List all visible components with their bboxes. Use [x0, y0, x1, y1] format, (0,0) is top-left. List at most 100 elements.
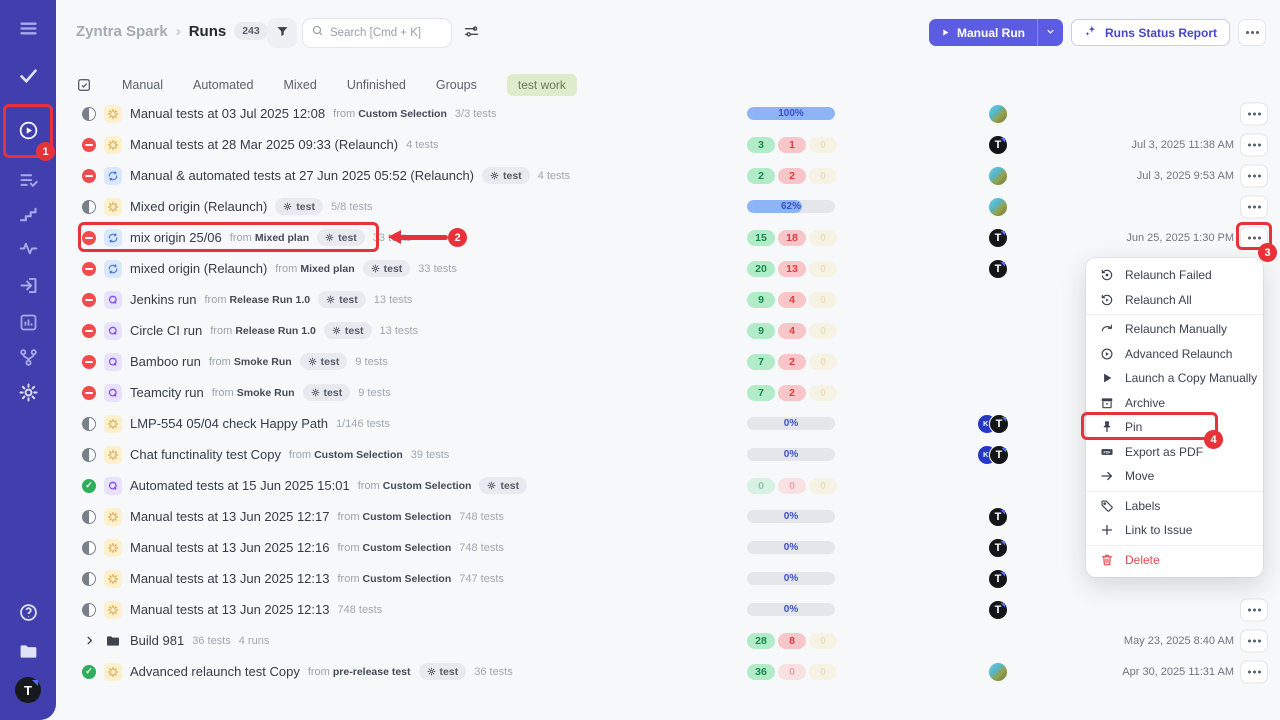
expand-chevron-icon[interactable] [82, 635, 96, 646]
manual-run-button[interactable]: Manual Run [928, 19, 1063, 46]
row-more-button[interactable] [1240, 226, 1268, 249]
sidebar-item-check[interactable] [16, 63, 40, 87]
sidebar-item-steps[interactable] [16, 202, 40, 226]
sidebar-item-gear[interactable] [16, 380, 40, 404]
menu-item-pin[interactable]: Pin [1086, 415, 1263, 440]
run-tests-count: 9 tests [358, 386, 391, 399]
pill-failed: 2 [778, 167, 806, 184]
sidebar-item-folder[interactable] [16, 639, 40, 663]
run-row: mix origin 25/06 from Mixed plan test 33 te… [56, 222, 1280, 253]
menu-item-label: Move [1125, 469, 1155, 484]
progress-bar: 62% [747, 200, 835, 213]
header: Zyntra Spark › Runs 243 Manual Run Runs … [56, 0, 1280, 64]
menu-item-label: Relaunch Failed [1125, 268, 1212, 283]
run-title[interactable]: LMP-554 05/04 check Happy Path [130, 416, 329, 431]
run-title[interactable]: Bamboo run [130, 354, 201, 369]
menu-item-delete[interactable]: Delete [1086, 548, 1263, 573]
run-row: mixed origin (Relaunch) from Mixed plan te… [56, 253, 1280, 284]
run-title[interactable]: Teamcity run [130, 385, 204, 400]
row-more-button[interactable] [1240, 660, 1268, 683]
run-title[interactable]: Build 981 [130, 633, 185, 648]
menu-item-link-issue[interactable]: Link to Issue [1086, 518, 1263, 543]
run-title[interactable]: Automated tests at 15 Jun 2025 15:01 [130, 478, 350, 493]
run-title[interactable]: mixed origin (Relaunch) [130, 261, 268, 276]
header-more-button[interactable] [1238, 19, 1266, 46]
run-title[interactable]: mix origin 25/06 [130, 230, 222, 245]
row-more-button[interactable] [1240, 133, 1268, 156]
run-tests-count: 748 tests [459, 541, 504, 554]
run-tag: test [323, 322, 372, 339]
tab-mixed[interactable]: Mixed [283, 78, 317, 92]
run-title[interactable]: Mixed origin (Relaunch) [130, 199, 268, 214]
menu-item-archive[interactable]: Archive [1086, 391, 1263, 416]
pill-failed: 1 [778, 136, 806, 153]
sidebar-item-menu[interactable] [16, 16, 40, 40]
run-title[interactable]: Circle CI run [130, 323, 203, 338]
menu-item-labels[interactable]: Labels [1086, 494, 1263, 519]
run-title[interactable]: Chat functinality test Copy [130, 447, 282, 462]
run-title[interactable]: Manual & automated tests at 27 Jun 2025 … [130, 168, 474, 183]
user-avatar[interactable]: T [15, 677, 41, 703]
menu-item-relaunch-manually[interactable]: Relaunch Manually [1086, 317, 1263, 342]
status-passed-icon: ✓ [82, 664, 96, 679]
run-title[interactable]: Jenkins run [130, 292, 197, 307]
run-title[interactable]: Manual tests at 13 Jun 2025 12:17 [130, 509, 330, 524]
pill-other: 0 [809, 291, 837, 308]
sidebar-item-sign-in[interactable] [16, 273, 40, 297]
menu-item-advanced-relaunch[interactable]: Advanced Relaunch [1086, 342, 1263, 367]
avatar-T: T [988, 537, 1008, 558]
run-title[interactable]: Manual tests at 13 Jun 2025 12:16 [130, 540, 330, 555]
filter-button[interactable] [267, 18, 297, 48]
menu-item-export-pdf[interactable]: PDF Export as PDF [1086, 440, 1263, 465]
run-source: from Custom Selection [337, 572, 452, 585]
sidebar-item-pulse[interactable] [16, 236, 40, 260]
pill-failed: 2 [778, 384, 806, 401]
tab-groups[interactable]: Groups [435, 78, 477, 92]
menu-item-relaunch-all[interactable]: Relaunch All [1086, 288, 1263, 313]
sidebar-item-checklist[interactable] [16, 168, 40, 192]
labels-icon [1100, 499, 1114, 513]
avatar-photo [988, 661, 1008, 682]
row-more-button[interactable] [1240, 195, 1268, 218]
run-tag: test [479, 477, 528, 494]
row-more-button[interactable] [1240, 598, 1268, 621]
context-menu: Relaunch Failed Relaunch All Relaunch Manu… [1086, 258, 1263, 577]
tab-tag-test-work[interactable]: test work [506, 74, 577, 96]
run-title[interactable]: Manual tests at 13 Jun 2025 12:13 [130, 571, 330, 586]
gear-small-icon [490, 171, 499, 180]
breadcrumb-project[interactable]: Zyntra Spark [76, 22, 168, 40]
tab-unfinished[interactable]: Unfinished [346, 78, 406, 92]
gear-small-icon [283, 202, 292, 211]
run-title[interactable]: Advanced relaunch test Copy [130, 664, 300, 679]
menu-item-launch-copy[interactable]: Launch a Copy Manually [1086, 366, 1263, 391]
search-box[interactable] [302, 18, 452, 48]
search-input[interactable] [330, 27, 443, 39]
edit-square-icon[interactable] [76, 77, 92, 93]
manual-run-dropdown[interactable] [1036, 19, 1063, 46]
run-title[interactable]: Manual tests at 13 Jun 2025 12:13 [130, 602, 330, 617]
sidebar-item-help[interactable] [16, 600, 40, 624]
run-source: from Custom Selection [289, 448, 403, 461]
tab-manual[interactable]: Manual [122, 78, 163, 92]
run-tests-count: 747 tests [459, 572, 504, 585]
progress-bar: 0% [747, 541, 835, 554]
sidebar-item-play-circle[interactable] [16, 118, 40, 142]
row-more-button[interactable] [1240, 629, 1268, 652]
menu-item-relaunch-failed[interactable]: Relaunch Failed [1086, 263, 1263, 288]
run-title[interactable]: Manual tests at 28 Mar 2025 09:33 (Relau… [130, 137, 399, 152]
pill-passed: 0 [747, 477, 775, 494]
run-tag: test [362, 260, 411, 277]
tab-automated[interactable]: Automated [193, 78, 254, 92]
menu-item-label: Labels [1125, 498, 1161, 513]
view-settings-button[interactable] [460, 22, 482, 44]
run-type-automated-icon [104, 476, 122, 495]
runs-status-report-button[interactable]: Runs Status Report [1070, 19, 1230, 46]
sidebar-item-branch[interactable] [16, 345, 40, 369]
run-title[interactable]: Manual tests at 03 Jul 2025 12:08 [130, 106, 326, 121]
menu-item-move[interactable]: Move [1086, 464, 1263, 489]
row-more-button[interactable] [1240, 164, 1268, 187]
row-more-button[interactable] [1240, 102, 1268, 125]
sidebar-item-bar-chart[interactable] [16, 310, 40, 334]
